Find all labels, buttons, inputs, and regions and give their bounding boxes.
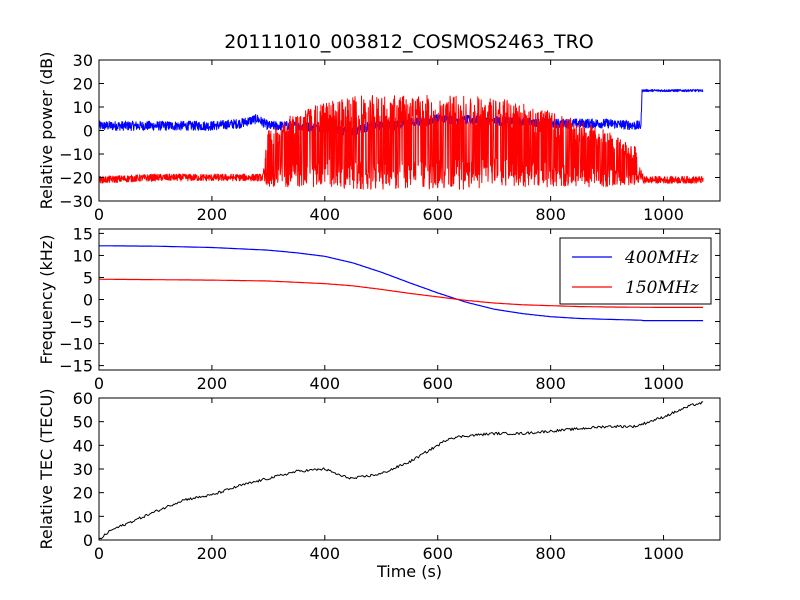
y-tick-label-frequency-2: 5 bbox=[83, 268, 93, 287]
y-tick-label-tec-3: 30 bbox=[73, 460, 93, 479]
y-tick-label-frequency-1: 10 bbox=[73, 246, 93, 265]
y-tick-label-tec-4: 20 bbox=[73, 484, 93, 503]
plot-area-tec bbox=[99, 401, 704, 540]
x-tick-label-power-4: 800 bbox=[535, 205, 566, 224]
x-axis-label-tec: Time (s) bbox=[376, 562, 442, 581]
figure-title: 20111010_003812_COSMOS2463_TRO bbox=[224, 31, 594, 53]
x-tick-label-tec-5: 1000 bbox=[643, 544, 684, 563]
y-tick-label-power-2: 10 bbox=[73, 98, 93, 117]
y-tick-label-power-6: −30 bbox=[59, 192, 93, 211]
y-tick-label-frequency-0: 15 bbox=[73, 224, 93, 243]
y-tick-label-power-5: −20 bbox=[59, 169, 93, 188]
series-line-tec-0 bbox=[99, 401, 704, 540]
panels: 0 200 400 600 800 10003020100−10−20−30Relativ… bbox=[37, 51, 721, 581]
panel-power: 0 200 400 600 800 1000 30 20 10 0 −10 −20 −30Relativ… bbox=[37, 51, 721, 224]
y-tick-label-frequency-6: −15 bbox=[59, 357, 93, 376]
y-tick-label-tec-0: 60 bbox=[73, 389, 93, 408]
y-tick-label-tec-6: 0 bbox=[83, 531, 93, 550]
y-tick-label-frequency-4: −5 bbox=[69, 313, 93, 332]
legend-label-0: 400MHz bbox=[624, 248, 700, 268]
y-tick-label-power-1: 20 bbox=[73, 75, 93, 94]
y-tick-label-tec-5: 10 bbox=[73, 507, 93, 526]
legend-box bbox=[559, 237, 712, 305]
x-tick-label-frequency-3: 600 bbox=[422, 374, 453, 393]
legend-frequency: 400MHz 150MHz bbox=[559, 237, 712, 305]
x-tick-label-frequency-5: 1000 bbox=[643, 374, 684, 393]
x-tick-label-frequency-0: 0 bbox=[94, 374, 104, 393]
y-tick-label-power-0: 30 bbox=[73, 51, 93, 70]
y-tick-label-frequency-3: 0 bbox=[83, 291, 93, 310]
axes-frame-tec bbox=[98, 397, 721, 541]
x-tick-label-frequency-2: 400 bbox=[310, 374, 341, 393]
x-tick-label-tec-4: 800 bbox=[535, 544, 566, 563]
y-axis-label-power: Relative power (dB) bbox=[37, 52, 56, 210]
y-tick-label-power-3: 0 bbox=[83, 122, 93, 141]
x-tick-label-power-1: 200 bbox=[197, 205, 228, 224]
series-line-frequency-1 bbox=[99, 278, 704, 308]
x-tick-label-power-2: 400 bbox=[310, 205, 341, 224]
series-line-frequency-0 bbox=[99, 245, 704, 322]
plot-area-frequency bbox=[99, 245, 704, 322]
x-tick-label-tec-2: 400 bbox=[310, 544, 341, 563]
y-axis-label-tec: Relative TEC (TECU) bbox=[37, 389, 56, 550]
x-tick-label-frequency-4: 800 bbox=[535, 374, 566, 393]
x-tick-label-power-5: 1000 bbox=[643, 205, 684, 224]
x-tick-label-tec-3: 600 bbox=[422, 544, 453, 563]
y-tick-label-tec-1: 50 bbox=[73, 413, 93, 432]
y-tick-label-power-4: −10 bbox=[59, 145, 93, 164]
y-tick-label-tec-2: 40 bbox=[73, 436, 93, 455]
y-tick-label-frequency-5: −10 bbox=[59, 335, 93, 354]
panel-frequency: 0 200 400 600 800 1000 15 10 5 0 −5 −10 −15Frequency… bbox=[37, 224, 721, 393]
legend-label-1: 150MHz bbox=[625, 278, 700, 298]
y-axis-label-frequency: Frequency (kHz) bbox=[37, 235, 56, 365]
x-tick-label-power-0: 0 bbox=[94, 205, 104, 224]
series-line-power-1 bbox=[99, 94, 704, 190]
x-tick-label-frequency-1: 200 bbox=[197, 374, 228, 393]
plot-area-power bbox=[99, 88, 704, 190]
x-tick-label-power-3: 600 bbox=[422, 205, 453, 224]
series-line-power-0 bbox=[99, 88, 704, 138]
x-tick-label-tec-1: 200 bbox=[197, 544, 228, 563]
x-tick-label-tec-0: 0 bbox=[94, 544, 104, 563]
